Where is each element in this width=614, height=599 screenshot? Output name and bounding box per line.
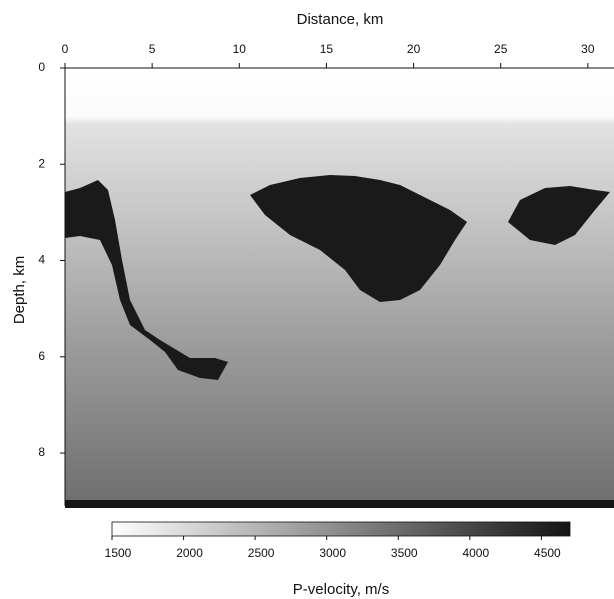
y-tick-label: 2: [38, 156, 45, 170]
colorbar-tick-label: 1500: [105, 546, 132, 560]
x-tick-label: 15: [320, 42, 334, 56]
x-tick-label: 5: [149, 42, 156, 56]
bottom-band: [65, 500, 614, 508]
x-tick-label: 0: [62, 42, 69, 56]
x-tick-label: 10: [233, 42, 247, 56]
colorbar-tick-label: 2500: [248, 546, 275, 560]
colorbar-title: P-velocity, m/s: [293, 581, 389, 598]
colorbar-tick-label: 2000: [176, 546, 203, 560]
x-tick-label: 30: [581, 42, 595, 56]
colorbar-tick-label: 4000: [462, 546, 489, 560]
x-tick-label: 25: [494, 42, 508, 56]
y-tick-label: 6: [38, 349, 45, 363]
y-tick-label: 4: [38, 253, 45, 267]
x-axis-title: Distance, km: [297, 11, 384, 28]
velocity-image: [65, 68, 614, 508]
y-axis-title: Depth, km: [11, 256, 28, 324]
salt-body: [250, 175, 467, 302]
salt-body: [65, 180, 228, 380]
y-tick-label: 0: [38, 60, 45, 74]
x-tick-label: 20: [407, 42, 421, 56]
colorbar-tick-label: 4500: [534, 546, 561, 560]
colorbar-tick-label: 3500: [391, 546, 418, 560]
y-tick-label: 8: [38, 445, 45, 459]
colorbar: [111, 521, 571, 537]
salt-body: [508, 186, 610, 245]
velocity-field: [65, 68, 614, 506]
colorbar-tick-label: 3000: [319, 546, 346, 560]
